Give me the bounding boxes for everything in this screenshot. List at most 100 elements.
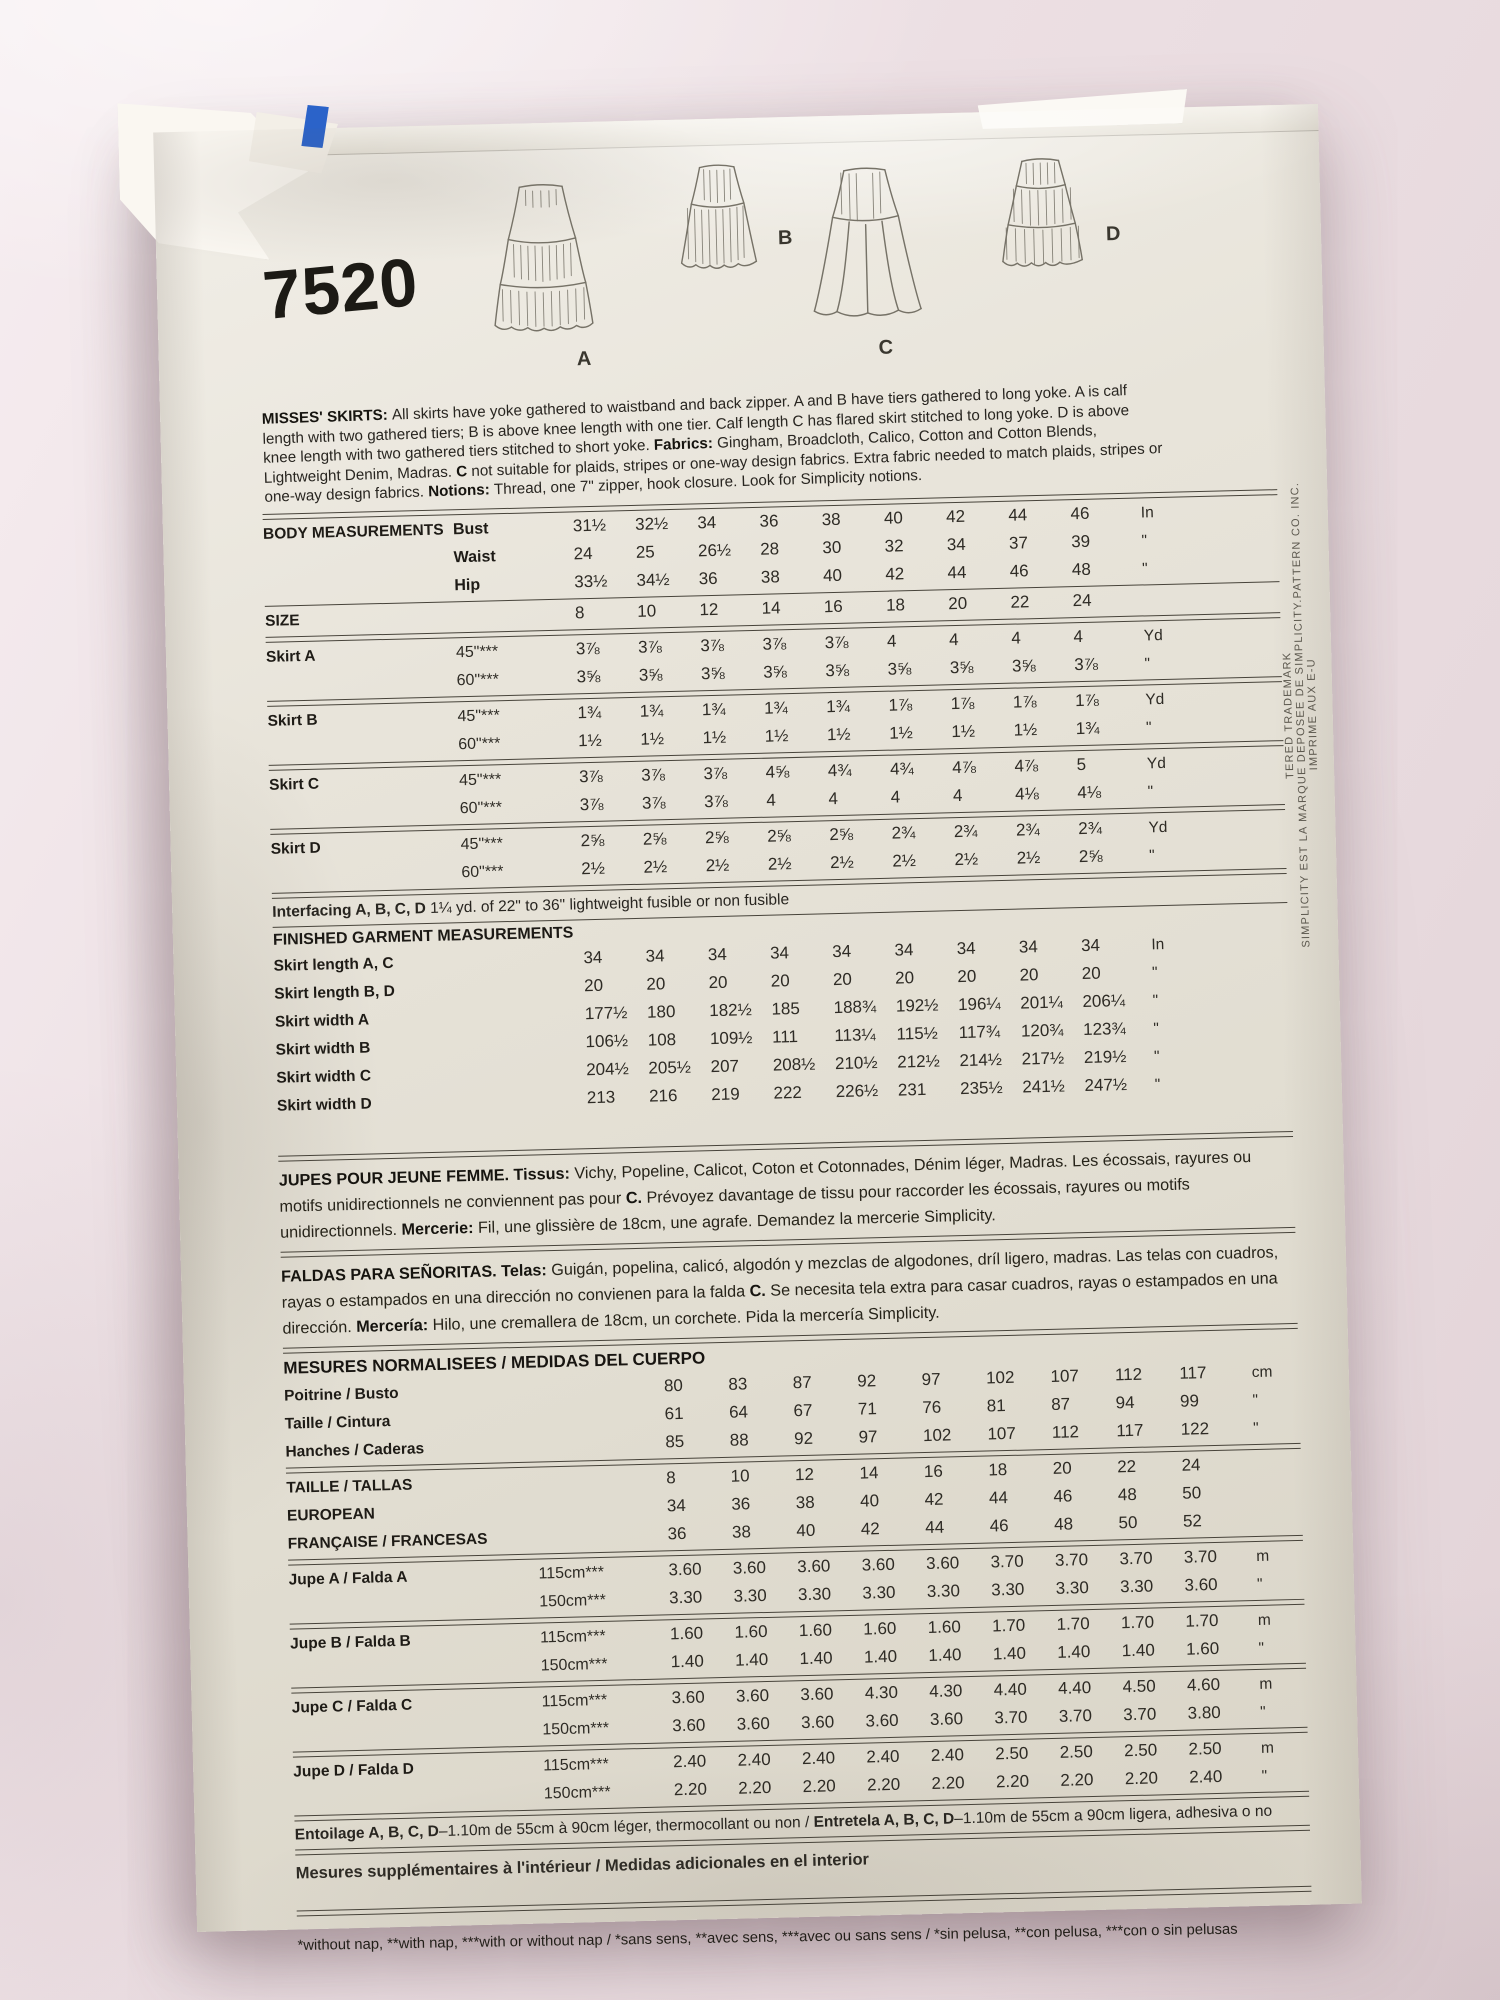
value-cell: 208½	[772, 1054, 816, 1075]
value-cell: 34	[666, 1495, 687, 1516]
value-cell: 14	[761, 598, 781, 618]
row-label	[267, 685, 457, 690]
value-cell: 4	[890, 787, 901, 807]
value-cell: 111	[771, 1027, 799, 1047]
value-cell: 3⅞	[824, 632, 849, 653]
value-cell: 2.20	[738, 1777, 772, 1798]
value-cell: 12	[699, 599, 719, 620]
value-cell: 48	[1117, 1484, 1138, 1505]
value-cell: 3⅝	[700, 663, 725, 684]
row-label	[289, 1607, 539, 1613]
row-label: Skirt A	[265, 647, 316, 666]
row-unit	[1246, 1468, 1294, 1469]
value-cell: 2⅝	[580, 830, 605, 851]
value-cell: 117	[1179, 1363, 1207, 1383]
value-cell: 177½	[584, 1003, 628, 1024]
value-cell: 4	[1073, 626, 1084, 647]
value-cell: 3.60	[732, 1557, 767, 1578]
value-cell: 2⅝	[1078, 846, 1103, 867]
value-cell: 3.60	[929, 1709, 964, 1729]
value-cell: 3.60	[735, 1685, 770, 1706]
value-cell: 113¼	[834, 1025, 876, 1046]
bold-text: MISSES' SKIRTS:	[261, 406, 393, 428]
value-cell: 12	[794, 1464, 815, 1485]
value-cell: 213	[586, 1087, 616, 1108]
value-cell: 44	[988, 1488, 1009, 1508]
text: –1.10m de 55cm a 90cm ligera, adhesiva o…	[954, 1802, 1273, 1827]
row-unit: "	[1258, 1639, 1265, 1657]
value-cell: 3⅞	[1073, 654, 1099, 675]
value-cell: 3.70	[1119, 1548, 1153, 1569]
row-unit: "	[1154, 1076, 1161, 1094]
value-cell: 1⅞	[950, 693, 975, 714]
value-cell: 10	[637, 601, 657, 621]
value-cell: 3⅞	[575, 638, 600, 659]
value-cell: 1½	[888, 723, 914, 743]
text: Fil, une glissière de 18cm, une agrafe. …	[477, 1205, 996, 1237]
view-label-c: C	[878, 336, 894, 359]
value-cell: 36	[759, 511, 779, 531]
value-cell: 83	[728, 1374, 748, 1394]
value-cell: 34	[956, 938, 976, 959]
value-cell: 1.40	[799, 1648, 833, 1669]
value-cell: 2¾	[953, 821, 978, 842]
value-cell: 2.50	[1188, 1738, 1222, 1759]
value-cell: 106½	[585, 1031, 629, 1052]
text: 1¼ yd. of 22" to 36" lightweight fusible…	[429, 890, 790, 917]
value-cell: 4.30	[929, 1681, 963, 1702]
value-cell: 3.70	[1054, 1550, 1089, 1570]
value-cell: 3.70	[994, 1707, 1028, 1728]
value-cell: 3⅞	[578, 766, 603, 787]
row-label	[265, 590, 455, 595]
value-cell: 50	[1118, 1512, 1138, 1533]
value-cell: 4.50	[1122, 1676, 1156, 1697]
printed-content: 7520	[254, 135, 1313, 1965]
value-cell: 108	[647, 1029, 677, 1050]
value-cell: 112	[1114, 1364, 1143, 1385]
value-cell: 185	[771, 998, 801, 1019]
row-sublabel: 115cm***	[541, 1691, 608, 1711]
value-cell: 216	[648, 1085, 678, 1106]
value-cell: 3.80	[1187, 1702, 1221, 1723]
row-unit: Yd	[1143, 626, 1163, 645]
value-cell: 115½	[896, 1023, 939, 1044]
skirt-b-illustration	[680, 164, 758, 269]
value-cell: 112	[1051, 1422, 1080, 1442]
value-cell: 2½	[1016, 848, 1041, 868]
value-cell: 2⅝	[704, 827, 729, 848]
row-unit: Yd	[1146, 754, 1167, 773]
value-cell: 3.70	[990, 1551, 1024, 1572]
description-english: MISSES' SKIRTS: All skirts have yoke gat…	[262, 380, 1165, 507]
bold-text: Fabrics:	[653, 434, 718, 454]
value-cell: 1.60	[1185, 1638, 1220, 1659]
value-cell: 20	[1019, 965, 1039, 985]
value-cell: 42	[924, 1489, 944, 1510]
row-unit: "	[1259, 1703, 1266, 1721]
value-cell: 2.40	[801, 1748, 836, 1769]
bold-text: Entoilage A, B, C, D	[294, 1822, 440, 1844]
row-sublabel: 60"***	[459, 799, 503, 818]
value-cell: 22	[1010, 592, 1030, 612]
row-unit: In	[1140, 504, 1154, 522]
row-unit: "	[1145, 719, 1152, 737]
row-sublabel: 60"***	[461, 863, 504, 882]
imperial-table: BODY MEASUREMENTS Bust 31½ 32½ 34 36 38 40 42 44 4…	[262, 488, 1293, 1121]
value-cell: 205½	[648, 1057, 692, 1078]
value-cell: 1¾	[763, 698, 788, 718]
value-cell: 4	[766, 790, 777, 810]
value-cell: 1½	[764, 726, 789, 746]
side-text-imprime: IMPRIME AUX E-U	[1305, 658, 1321, 771]
value-cell: 20	[894, 968, 915, 988]
row-sublabel: 150cm***	[540, 1655, 608, 1675]
bold-text: Notions:	[427, 481, 495, 501]
row-unit: Yd	[1148, 818, 1168, 837]
view-label-d: D	[1105, 222, 1121, 246]
bold-text: Telas:	[500, 1260, 552, 1280]
value-cell: 42	[945, 506, 966, 527]
row-unit: Yd	[1145, 690, 1165, 709]
value-cell: 34	[832, 941, 852, 962]
value-cell: 210½	[834, 1053, 878, 1074]
value-cell: 117	[1116, 1420, 1144, 1441]
row-label	[270, 813, 460, 818]
